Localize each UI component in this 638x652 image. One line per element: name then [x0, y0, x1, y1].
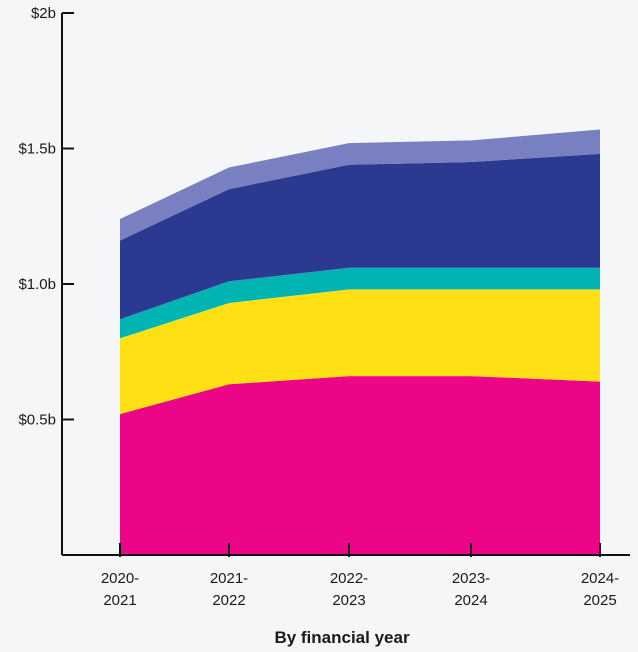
x-tick-label: 2022	[212, 592, 245, 609]
y-tick-label: $1.5b	[18, 141, 56, 158]
x-tick-label: 2023	[332, 592, 365, 609]
x-tick-label: 2024-	[581, 570, 619, 587]
x-tick-label: 2024	[454, 592, 487, 609]
x-tick-label: 2025	[583, 592, 616, 609]
area-series-5	[120, 129, 600, 241]
chart-areas	[120, 129, 600, 555]
x-tick-label: 2023-	[452, 570, 490, 587]
area-series-2	[120, 289, 600, 415]
y-tick-label: $2b	[31, 5, 56, 22]
x-tick-label: 2021-	[210, 570, 248, 587]
x-tick-label: 2020-	[101, 570, 139, 587]
x-tick-label: 2022-	[330, 570, 368, 587]
area-series-3	[120, 267, 600, 339]
x-axis-title: By financial year	[274, 628, 410, 647]
y-tick-label: $0.5b	[18, 412, 56, 429]
x-tick-label: 2021	[103, 592, 136, 609]
area-series-4	[120, 153, 600, 320]
x-axis: 2020- 2021 2021- 2022 2022- 2023 2023- 2024 2024…	[62, 543, 630, 609]
y-tick-label: $1.0b	[18, 276, 56, 293]
y-axis: $0.5b $1.0b $1.5b $2b	[18, 5, 74, 555]
area-series-1	[120, 376, 600, 555]
